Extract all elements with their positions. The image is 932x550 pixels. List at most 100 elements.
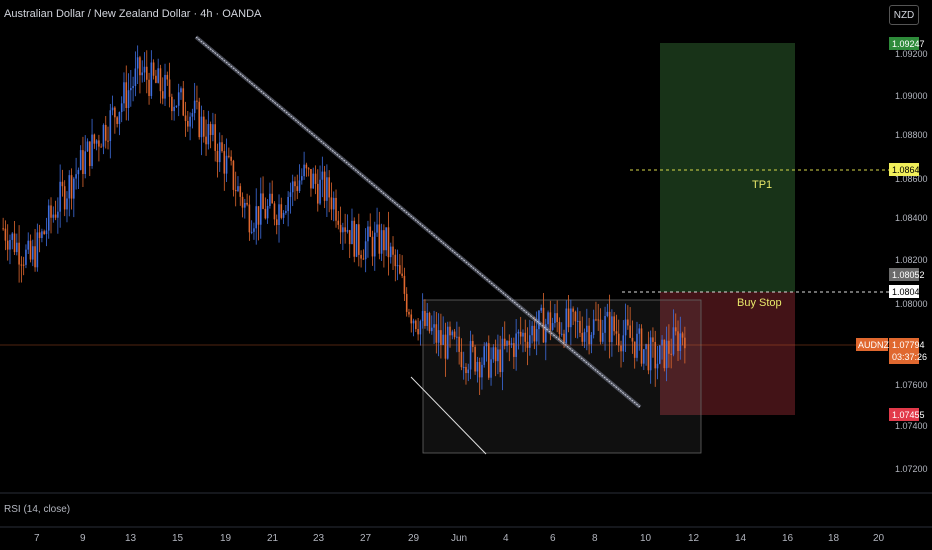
candle-body: [6, 240, 9, 250]
candle-body: [316, 183, 319, 204]
x-tick: 20: [873, 533, 885, 544]
candle-body: [620, 345, 622, 352]
x-tick: 15: [172, 533, 184, 544]
candle-body: [494, 347, 497, 362]
candle-body: [145, 66, 148, 80]
y-tick: 1.07200: [895, 464, 928, 474]
candle-body: [458, 336, 460, 352]
buy-stop-price-text: 1.08048: [892, 287, 925, 297]
candle-body: [84, 151, 87, 175]
candle-body: [155, 75, 157, 83]
candle-body: [189, 116, 191, 127]
rsi-indicator-label[interactable]: RSI (14, close): [4, 504, 71, 515]
candle-body: [262, 193, 264, 209]
candle-body: [335, 197, 337, 221]
candle-body: [187, 120, 189, 127]
candle-body: [289, 192, 292, 197]
candle-body: [228, 155, 230, 157]
candle-body: [424, 311, 426, 326]
candle-body: [330, 197, 333, 210]
candle-body: [378, 224, 381, 254]
candle-body: [218, 142, 221, 163]
candle-body: [551, 323, 554, 330]
candle-body: [296, 186, 299, 192]
candle-body: [590, 334, 593, 345]
candle-body: [198, 101, 201, 138]
candle-body: [570, 308, 572, 328]
candle-body: [435, 324, 438, 343]
trendline-support[interactable]: [410, 376, 487, 455]
candle-body: [166, 74, 169, 80]
candle-body: [50, 205, 52, 218]
x-tick: 19: [220, 533, 232, 544]
symbol-tag-text: AUDNZD: [858, 340, 896, 350]
candle-body: [339, 224, 342, 233]
candle-body: [394, 254, 397, 267]
candle-body: [280, 204, 283, 218]
candle-body: [182, 88, 185, 116]
candle-body: [503, 338, 506, 346]
candle-body: [367, 226, 369, 242]
x-tick: 21: [267, 533, 279, 544]
candle-body: [677, 331, 679, 351]
candle-body: [291, 181, 294, 193]
candle-body: [547, 312, 549, 325]
candle-body: [123, 82, 125, 104]
candle-body: [104, 124, 107, 141]
candle-body: [601, 332, 604, 342]
candle-body: [544, 324, 547, 343]
candle-body: [681, 333, 684, 338]
buy-stop-price-tag: [889, 285, 919, 298]
currency-button[interactable]: NZD: [889, 5, 919, 25]
candle-body: [444, 334, 447, 359]
candle-body: [332, 197, 335, 210]
candle-body: [298, 180, 301, 192]
candle-body: [321, 171, 324, 180]
candle-body: [257, 206, 260, 225]
candle-body: [415, 320, 417, 330]
candle-body: [362, 258, 365, 260]
candle-body: [380, 230, 383, 254]
candle-body: [576, 320, 579, 322]
candle-body: [180, 88, 182, 93]
candle-body: [282, 212, 285, 218]
tp1-price-text: 1.08645: [892, 165, 925, 175]
candle-body: [490, 359, 492, 378]
x-tick: 14: [735, 533, 747, 544]
x-tick: 18: [828, 533, 840, 544]
x-axis: 7 9 13 15 19 21 23 27 29 Jun 4 6 8 10 12…: [34, 533, 885, 544]
candle-body: [102, 124, 105, 147]
candle-body: [403, 275, 406, 294]
candle-body: [45, 230, 48, 235]
x-tick: 13: [125, 533, 137, 544]
candle-body: [107, 140, 109, 142]
candle-body: [437, 330, 440, 343]
candle-body: [629, 325, 631, 338]
x-tick: 29: [408, 533, 420, 544]
candle-body: [344, 227, 346, 232]
candle-body: [253, 228, 255, 232]
candle-body: [627, 319, 629, 326]
stop-price-text: 1.07455: [892, 410, 925, 420]
candle-body: [175, 105, 178, 107]
candle-body: [633, 341, 636, 358]
buy-stop-label: Buy Stop: [737, 297, 782, 309]
candle-body: [241, 196, 244, 208]
candle-body: [171, 96, 173, 112]
candle-body: [364, 241, 367, 260]
candle-body: [563, 333, 565, 343]
candle-body: [200, 116, 203, 138]
candle-body: [2, 228, 4, 230]
candle-body: [487, 343, 490, 378]
candle-body: [392, 246, 394, 255]
candle-body: [216, 150, 219, 163]
candle-body: [583, 332, 586, 342]
candle-body: [674, 327, 677, 332]
candle-body: [613, 316, 615, 332]
candle-body: [244, 202, 246, 208]
candle-body: [294, 181, 296, 187]
candle-body: [476, 361, 479, 372]
x-tick: 23: [313, 533, 325, 544]
candle-body: [59, 181, 61, 212]
